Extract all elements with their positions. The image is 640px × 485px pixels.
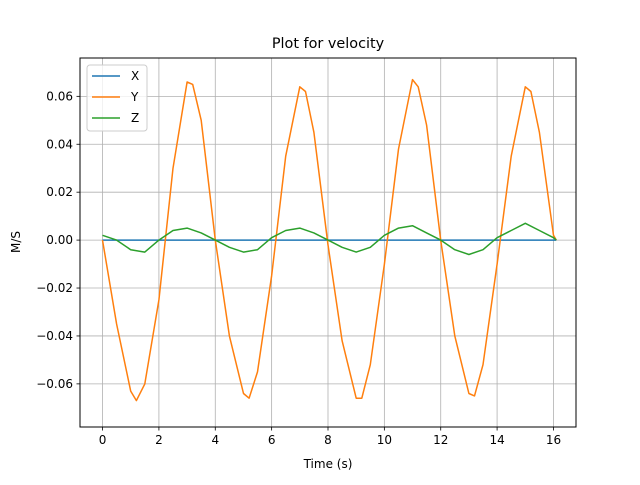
legend: XYZ	[86, 64, 148, 132]
x-tick-label: 12	[433, 433, 448, 447]
x-tick-label: 16	[546, 433, 561, 447]
y-tick-label: 0.02	[46, 185, 73, 199]
legend-label-x: X	[131, 69, 139, 83]
y-tick-label: 0.04	[46, 137, 73, 151]
chart-title: Plot for velocity	[272, 36, 385, 52]
series-line-y	[101, 78, 557, 402]
x-tick-label: 8	[324, 433, 332, 447]
y-axis-label: M/S	[9, 231, 23, 253]
y-tick-label: 0.06	[46, 89, 73, 103]
x-tick-label: 6	[268, 433, 276, 447]
legend-label-z: Z	[131, 111, 139, 125]
x-axis-label: Time (s)	[303, 457, 353, 471]
y-tick-label: −0.02	[36, 281, 73, 295]
legend-items: XYZ	[92, 69, 139, 125]
series-layer	[101, 78, 557, 402]
grid-layer	[80, 58, 576, 427]
legend-label-y: Y	[130, 90, 139, 104]
x-tick-label: 2	[155, 433, 163, 447]
legend-box	[86, 64, 148, 132]
y-tick-label: 0.00	[46, 233, 73, 247]
x-tick-label: 14	[489, 433, 504, 447]
x-tick-label: 10	[377, 433, 392, 447]
y-tick-label: −0.04	[36, 329, 73, 343]
ticks-layer: 0 2 4 6 8 10 12 14 16 −0.06 −0.04 −0.02 0.00 0.02 0.04…	[36, 89, 561, 447]
x-tick-label: 0	[99, 433, 107, 447]
x-tick-label: 4	[211, 433, 219, 447]
y-tick-label: −0.06	[36, 377, 73, 391]
series-line-z	[102, 222, 557, 256]
